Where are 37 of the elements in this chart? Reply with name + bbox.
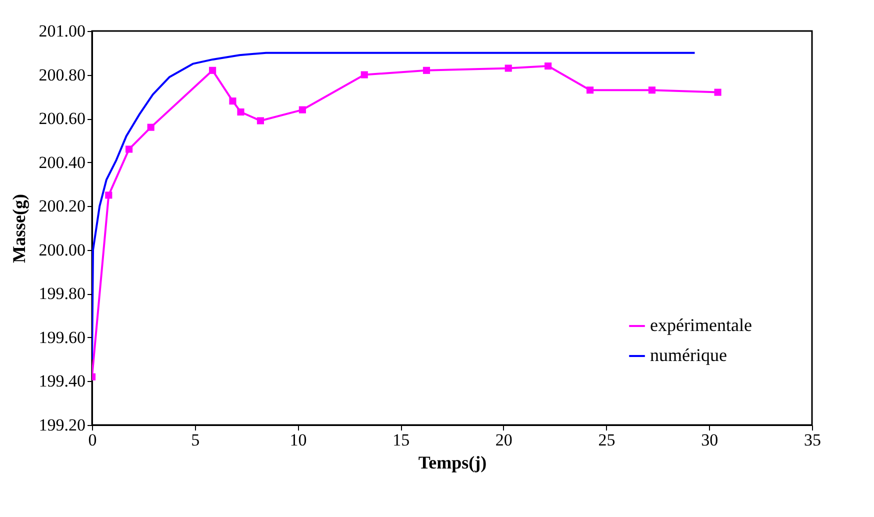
x-tick-label: 35 — [804, 430, 821, 450]
point — [544, 62, 552, 70]
y-tick-label: 200.60 — [38, 109, 86, 128]
point — [648, 86, 656, 94]
point — [586, 86, 594, 94]
y-tick-label: 199.80 — [38, 284, 86, 304]
x-axis-title: Temps(j) — [418, 452, 487, 472]
x-tick-label: 30 — [701, 430, 718, 450]
x-tick-label: 15 — [392, 430, 410, 450]
y-axis-title: Masse(g) — [8, 194, 29, 263]
point — [504, 64, 512, 72]
x-tick-label: 10 — [290, 430, 307, 450]
y-tick-label: 200.40 — [38, 152, 86, 172]
point — [237, 108, 244, 116]
point — [360, 71, 368, 78]
y-tick-label: 200.00 — [38, 240, 86, 260]
x-tick-label: 5 — [191, 430, 200, 450]
point — [125, 146, 133, 153]
y-tick-label: 200.80 — [38, 65, 86, 84]
point — [714, 88, 722, 96]
point — [209, 66, 216, 74]
x-tick-label: 25 — [598, 430, 616, 450]
y-tick-label: 199.60 — [38, 328, 86, 347]
point — [147, 124, 154, 131]
y-tick-label: 201.00 — [38, 22, 86, 40]
x-tick-label: 0 — [88, 430, 97, 450]
y-tick-label: 199.40 — [38, 372, 86, 391]
point — [298, 106, 306, 114]
point — [256, 117, 264, 124]
y-tick-label: 200.20 — [38, 196, 86, 216]
legend-label: expérimentale — [650, 315, 752, 335]
point — [229, 98, 236, 105]
point — [422, 66, 430, 74]
point — [105, 192, 112, 199]
x-tick-label: 20 — [495, 430, 512, 450]
y-tick-label: 199.20 — [38, 416, 86, 434]
legend-label: numérique — [650, 345, 727, 365]
